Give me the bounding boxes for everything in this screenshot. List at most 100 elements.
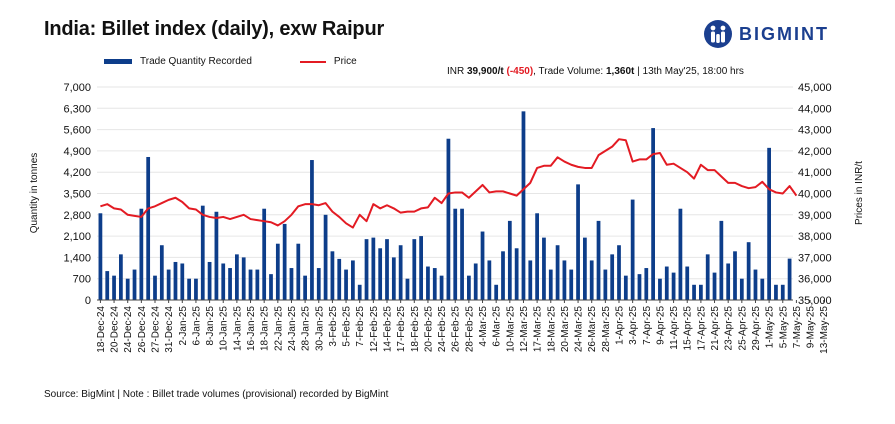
quantity-bar xyxy=(200,205,205,300)
quantity-bar xyxy=(125,278,130,300)
y-tick-right: 41,000 xyxy=(798,167,832,179)
quantity-bar xyxy=(494,284,499,300)
x-tick-label: 20-Dec-24 xyxy=(110,306,121,353)
quantity-bar xyxy=(528,260,533,300)
quantity-bar xyxy=(235,254,239,300)
x-tick-label: 1-May-25 xyxy=(765,306,776,349)
legend-line-swatch xyxy=(299,60,326,63)
x-tick-label: 22-Jan-25 xyxy=(273,306,284,351)
quantity-bar xyxy=(344,269,348,300)
legend-line-label: Price xyxy=(333,56,357,67)
x-tick-label: 24-Feb-25 xyxy=(437,306,448,353)
x-tick-label: 7-Feb-25 xyxy=(355,306,366,347)
info-volume-label: , Trade Volume: xyxy=(533,66,606,77)
quantity-bar xyxy=(617,245,621,300)
x-tick-label: 14-Feb-25 xyxy=(383,306,394,353)
x-tick-label: 26-Mar-25 xyxy=(587,306,598,353)
quantity-bar xyxy=(139,208,144,300)
quantity-bar xyxy=(310,160,314,300)
x-tick-label: 9-May-25 xyxy=(806,306,817,349)
x-tick-label: 18-Dec-24 xyxy=(96,306,107,353)
quantity-bar xyxy=(255,269,260,300)
x-tick-label: 26-Feb-25 xyxy=(451,306,462,353)
quantity-bar xyxy=(153,275,157,300)
quantity-bar xyxy=(733,251,737,300)
price-line xyxy=(100,138,798,229)
y-tick-left: 6,300 xyxy=(63,103,91,115)
x-tick-label: 5-May-25 xyxy=(778,306,789,349)
quantity-bar xyxy=(351,260,355,300)
quantity-bar xyxy=(241,257,246,300)
quantity-bar xyxy=(269,274,273,300)
quantity-bar xyxy=(105,271,110,300)
quantity-bar xyxy=(726,263,731,300)
x-tick-label: 21-Apr-25 xyxy=(710,306,721,351)
quantity-bar xyxy=(262,208,267,300)
quantity-bar xyxy=(562,260,567,300)
x-tick-label: 12-Feb-25 xyxy=(369,306,380,353)
x-tick-label: 27-Dec-24 xyxy=(151,306,162,353)
quantity-bar xyxy=(542,237,546,300)
y-tick-right: 37,000 xyxy=(798,252,832,264)
x-tick-label: 15-Apr-25 xyxy=(683,306,694,351)
quantity-bar xyxy=(303,275,307,300)
quantity-bar xyxy=(426,266,430,300)
x-tick-label: 12-Mar-25 xyxy=(519,306,530,353)
x-tick-label: 23-Apr-25 xyxy=(724,306,735,351)
legend-bar-swatch xyxy=(104,59,132,64)
info-prefix: INR xyxy=(447,66,467,77)
quantity-bar xyxy=(391,257,396,300)
quantity-bar xyxy=(453,208,458,300)
y-tick-left: 700 xyxy=(73,274,91,286)
quantity-bar xyxy=(337,258,342,300)
x-tick-label: 31-Dec-24 xyxy=(164,306,175,353)
quantity-bar xyxy=(651,128,655,300)
quantity-bar xyxy=(692,284,696,300)
y-axis-label-left: Quantity in tonnes xyxy=(29,153,40,234)
x-tick-label: 30-Jan-25 xyxy=(314,306,325,351)
x-tick-label: 18-Feb-25 xyxy=(410,306,421,353)
quantity-bar xyxy=(501,251,505,300)
quantity-bar xyxy=(275,243,280,300)
x-tick-label: 3-Feb-25 xyxy=(328,306,339,347)
x-tick-label: 10-Jan-25 xyxy=(219,306,230,351)
x-tick-label: 17-Mar-25 xyxy=(533,306,544,353)
quantity-bar xyxy=(112,275,116,300)
quantity-bar xyxy=(739,278,744,300)
legend-item-bar: Trade Quantity Recorded xyxy=(104,56,252,67)
quantity-bar xyxy=(658,278,662,300)
x-tick-label: 4-Mar-25 xyxy=(478,306,489,347)
left-axis-ticks: 0 700 1,400 2,100 2,800 3,500 4,200 4,900 5,600 6… xyxy=(63,82,91,307)
quantity-bar xyxy=(603,269,608,300)
bigmint-logo-text: BIGMINT xyxy=(739,23,829,44)
quantity-bar xyxy=(473,263,478,300)
quantity-bar xyxy=(678,208,683,300)
quantity-bar xyxy=(712,272,717,300)
y-tick-right: 45,000 xyxy=(798,82,832,94)
x-tick-label: 1-Apr-25 xyxy=(615,306,626,345)
quantity-bar xyxy=(166,269,171,300)
quantity-bar xyxy=(398,245,403,300)
info-volume: 1,360t xyxy=(606,66,635,77)
quantity-bar xyxy=(119,254,123,300)
quantity-bar xyxy=(746,242,751,300)
quantity-bar xyxy=(364,239,369,300)
quantity-bar xyxy=(159,245,164,300)
quantity-bar xyxy=(507,220,512,300)
quantity-bar xyxy=(521,111,526,300)
quantity-bar xyxy=(214,211,219,300)
quantity-bar xyxy=(767,147,771,300)
quantity-bar xyxy=(480,231,485,300)
x-tick-label: 7-Apr-25 xyxy=(642,306,653,345)
quantity-bar xyxy=(194,278,198,300)
quantity-bar xyxy=(576,184,580,300)
chart-title: India: Billet index (daily), exw Raipur xyxy=(44,18,385,40)
quantity-bar xyxy=(514,248,519,300)
x-tick-label: 28-Mar-25 xyxy=(601,306,612,353)
quantity-bar xyxy=(221,263,226,300)
quantity-bar xyxy=(228,268,232,300)
quantity-bar xyxy=(555,245,560,300)
quantity-bar xyxy=(644,268,649,300)
x-tick-label: 14-Jan-25 xyxy=(232,306,243,351)
x-tick-label: 24-Dec-24 xyxy=(123,306,134,353)
